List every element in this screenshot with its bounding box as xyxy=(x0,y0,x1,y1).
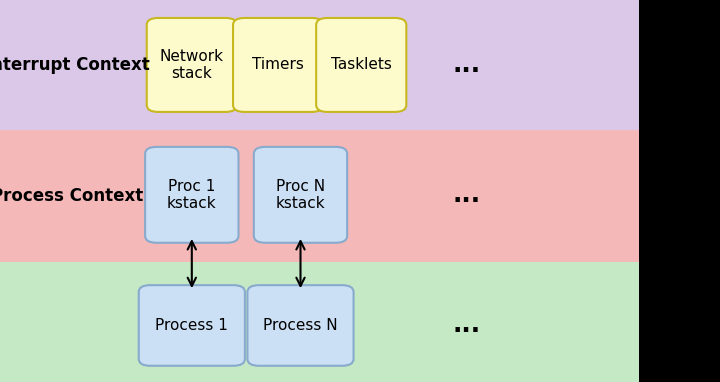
FancyBboxPatch shape xyxy=(233,18,323,112)
FancyBboxPatch shape xyxy=(248,285,354,366)
Text: Interrupt Context: Interrupt Context xyxy=(0,56,150,74)
FancyBboxPatch shape xyxy=(147,18,237,112)
Text: Timers: Timers xyxy=(252,57,304,73)
Text: Network
stack: Network stack xyxy=(160,49,224,81)
Text: Process Context: Process Context xyxy=(0,187,143,205)
Text: ...: ... xyxy=(453,314,481,337)
FancyBboxPatch shape xyxy=(0,130,639,262)
Text: Proc N
kstack: Proc N kstack xyxy=(276,179,325,211)
Text: Proc 1
kstack: Proc 1 kstack xyxy=(167,179,217,211)
FancyBboxPatch shape xyxy=(145,147,238,243)
Text: ...: ... xyxy=(453,53,481,77)
Text: ...: ... xyxy=(453,183,481,207)
FancyBboxPatch shape xyxy=(0,0,639,130)
Text: Process N: Process N xyxy=(264,318,338,333)
FancyBboxPatch shape xyxy=(254,147,347,243)
FancyBboxPatch shape xyxy=(0,262,639,382)
Text: Process 1: Process 1 xyxy=(156,318,228,333)
Text: Tasklets: Tasklets xyxy=(330,57,392,73)
FancyBboxPatch shape xyxy=(316,18,406,112)
FancyBboxPatch shape xyxy=(139,285,245,366)
